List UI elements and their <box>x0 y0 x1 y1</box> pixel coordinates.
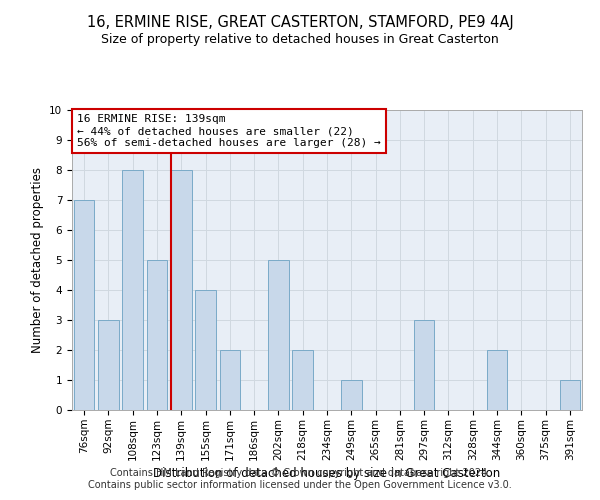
Y-axis label: Number of detached properties: Number of detached properties <box>31 167 44 353</box>
Text: Size of property relative to detached houses in Great Casterton: Size of property relative to detached ho… <box>101 32 499 46</box>
Bar <box>487 350 508 410</box>
X-axis label: Distribution of detached houses by size in Great Casterton: Distribution of detached houses by size … <box>154 466 500 479</box>
Text: 16 ERMINE RISE: 139sqm
← 44% of detached houses are smaller (22)
56% of semi-det: 16 ERMINE RISE: 139sqm ← 44% of detached… <box>77 114 381 148</box>
Text: 16, ERMINE RISE, GREAT CASTERTON, STAMFORD, PE9 4AJ: 16, ERMINE RISE, GREAT CASTERTON, STAMFO… <box>86 15 514 30</box>
Bar <box>74 200 94 410</box>
Text: Contains public sector information licensed under the Open Government Licence v3: Contains public sector information licen… <box>88 480 512 490</box>
Bar <box>560 380 580 410</box>
Bar <box>341 380 362 410</box>
Bar <box>98 320 119 410</box>
Text: Contains HM Land Registry data © Crown copyright and database right 2024.: Contains HM Land Registry data © Crown c… <box>110 468 490 477</box>
Bar <box>171 170 191 410</box>
Bar <box>146 260 167 410</box>
Bar <box>122 170 143 410</box>
Bar <box>220 350 240 410</box>
Bar <box>414 320 434 410</box>
Bar <box>268 260 289 410</box>
Bar <box>195 290 216 410</box>
Bar <box>292 350 313 410</box>
